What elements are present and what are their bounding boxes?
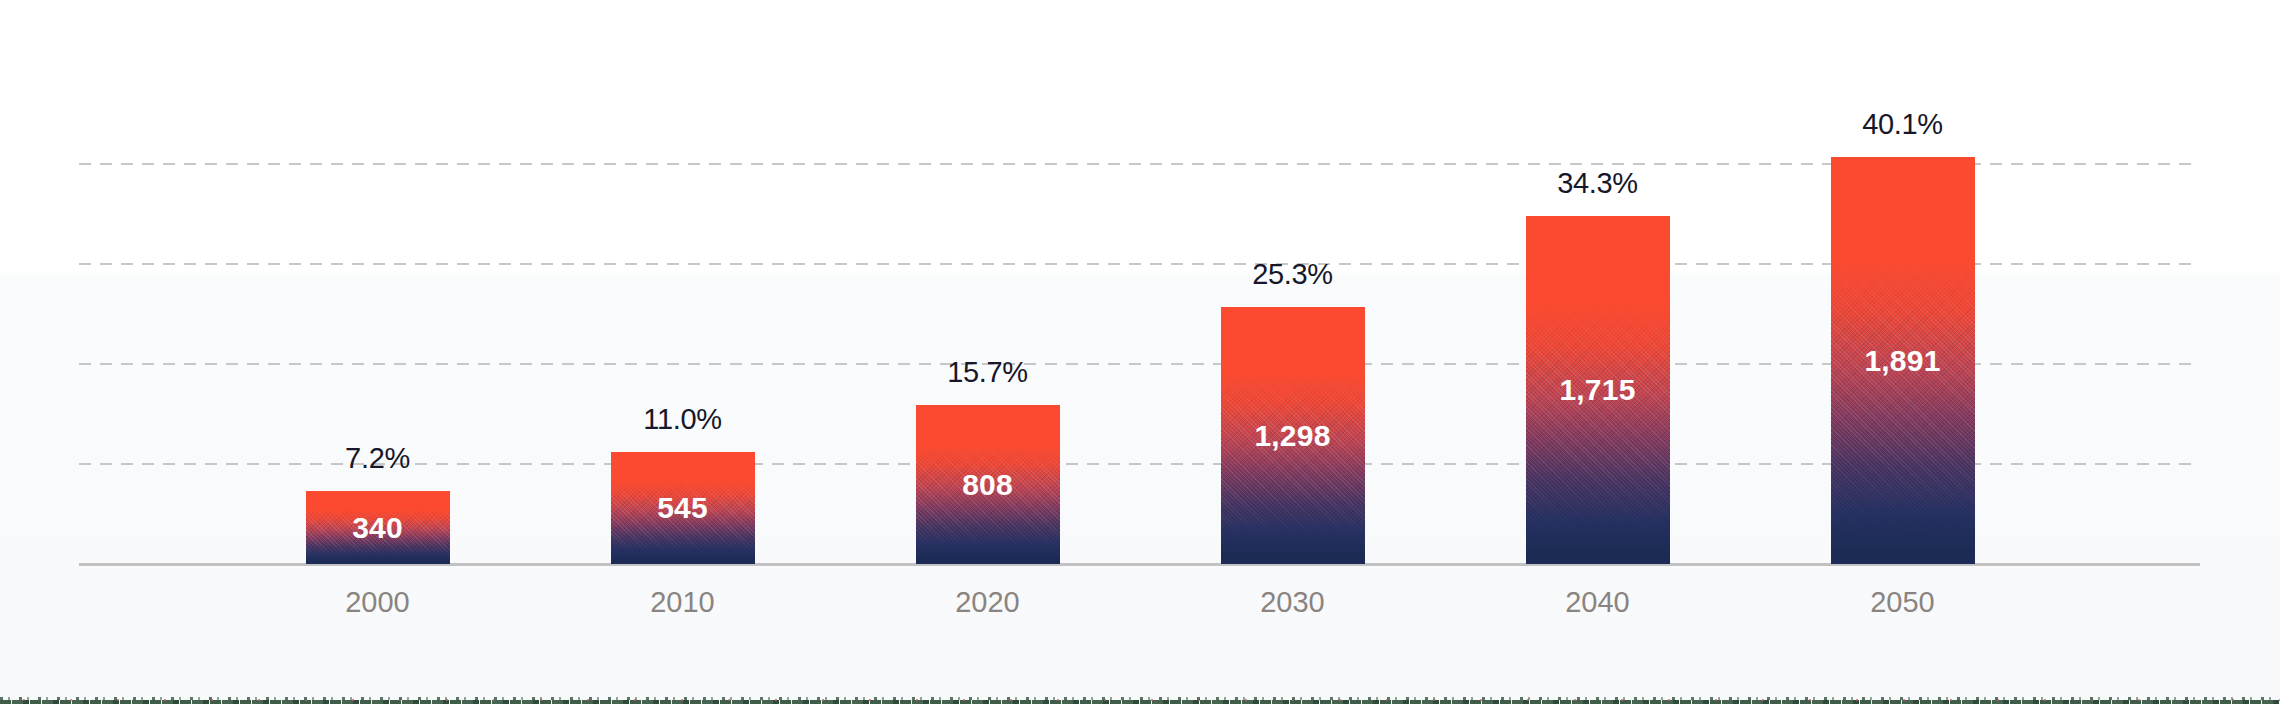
bar-value-label: 1,891 [1864,344,1940,378]
bar-value-label: 545 [657,491,708,525]
x-axis-labels: 2000 2010 2020 2030 2040 2050 [225,585,2055,619]
plot-area: 7.2% 340 11.0% 545 15.7% 808 25.3% 1,298… [0,0,2280,704]
x-axis-tick-label-2020: 2020 [835,585,1140,619]
percent-label: 15.7% [947,355,1028,389]
percent-label: 25.3% [1252,257,1333,291]
x-axis-tick-label-2040: 2040 [1445,585,1750,619]
ground-texture-strip [0,696,2280,704]
bar-chart-canvas: 7.2% 340 11.0% 545 15.7% 808 25.3% 1,298… [0,0,2280,704]
bar-2010[interactable]: 545 [611,452,755,564]
x-axis-tick-label-2030: 2030 [1140,585,1445,619]
bar-group-2040: 34.3% 1,715 [1445,166,1750,564]
bar-2020[interactable]: 808 [916,405,1060,564]
bar-group-2050: 40.1% 1,891 [1750,107,2055,564]
bar-group-2020: 15.7% 808 [835,355,1140,564]
x-axis-tick-label-2050: 2050 [1750,585,2055,619]
bar-value-label: 340 [352,511,403,545]
bar-value-label: 1,298 [1254,419,1330,453]
bar-value-label: 808 [962,468,1013,502]
bar-2050[interactable]: 1,891 [1831,157,1975,564]
bar-group-2010: 11.0% 545 [530,402,835,564]
bar-value-label: 1,715 [1559,373,1635,407]
percent-label: 34.3% [1557,166,1638,200]
percent-label: 40.1% [1862,107,1943,141]
bar-2000[interactable]: 340 [306,491,450,564]
bar-2040[interactable]: 1,715 [1526,216,1670,564]
bars-row: 7.2% 340 11.0% 545 15.7% 808 25.3% 1,298… [225,107,2055,564]
percent-label: 7.2% [345,441,410,475]
x-axis-tick-label-2010: 2010 [530,585,835,619]
bar-2030[interactable]: 1,298 [1221,307,1365,564]
percent-label: 11.0% [643,402,722,436]
bar-group-2030: 25.3% 1,298 [1140,257,1445,564]
x-axis-tick-label-2000: 2000 [225,585,530,619]
bar-group-2000: 7.2% 340 [225,441,530,564]
